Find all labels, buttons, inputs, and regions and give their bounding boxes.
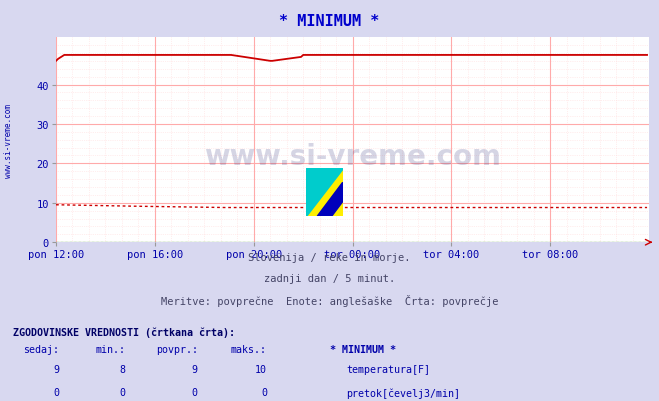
- Text: temperatura[F]: temperatura[F]: [346, 364, 430, 374]
- Text: 0: 0: [192, 387, 198, 397]
- Text: 9: 9: [192, 364, 198, 374]
- Text: 9: 9: [53, 364, 59, 374]
- Text: 10: 10: [255, 364, 267, 374]
- Text: www.si-vreme.com: www.si-vreme.com: [204, 143, 501, 171]
- Text: min.:: min.:: [95, 344, 125, 354]
- Text: Slovenija / reke in morje.: Slovenija / reke in morje.: [248, 253, 411, 263]
- Text: * MINIMUM *: * MINIMUM *: [330, 344, 395, 354]
- Text: pretok[čevelj3/min]: pretok[čevelj3/min]: [346, 387, 460, 398]
- Text: 0: 0: [53, 387, 59, 397]
- Text: www.si-vreme.com: www.si-vreme.com: [4, 103, 13, 177]
- Text: povpr.:: povpr.:: [156, 344, 198, 354]
- Text: 0: 0: [261, 387, 267, 397]
- Text: maks.:: maks.:: [231, 344, 267, 354]
- Polygon shape: [318, 183, 343, 217]
- Text: sedaj:: sedaj:: [23, 344, 59, 354]
- Polygon shape: [306, 168, 343, 217]
- Text: 0: 0: [119, 387, 125, 397]
- Text: * MINIMUM *: * MINIMUM *: [279, 14, 380, 29]
- Text: Meritve: povprečne  Enote: anglešaške  Črta: povprečje: Meritve: povprečne Enote: anglešaške Črt…: [161, 294, 498, 306]
- Text: 8: 8: [119, 364, 125, 374]
- Text: ZGODOVINSKE VREDNOSTI (črtkana črta):: ZGODOVINSKE VREDNOSTI (črtkana črta):: [13, 327, 235, 337]
- Polygon shape: [306, 168, 343, 217]
- Text: zadnji dan / 5 minut.: zadnji dan / 5 minut.: [264, 273, 395, 284]
